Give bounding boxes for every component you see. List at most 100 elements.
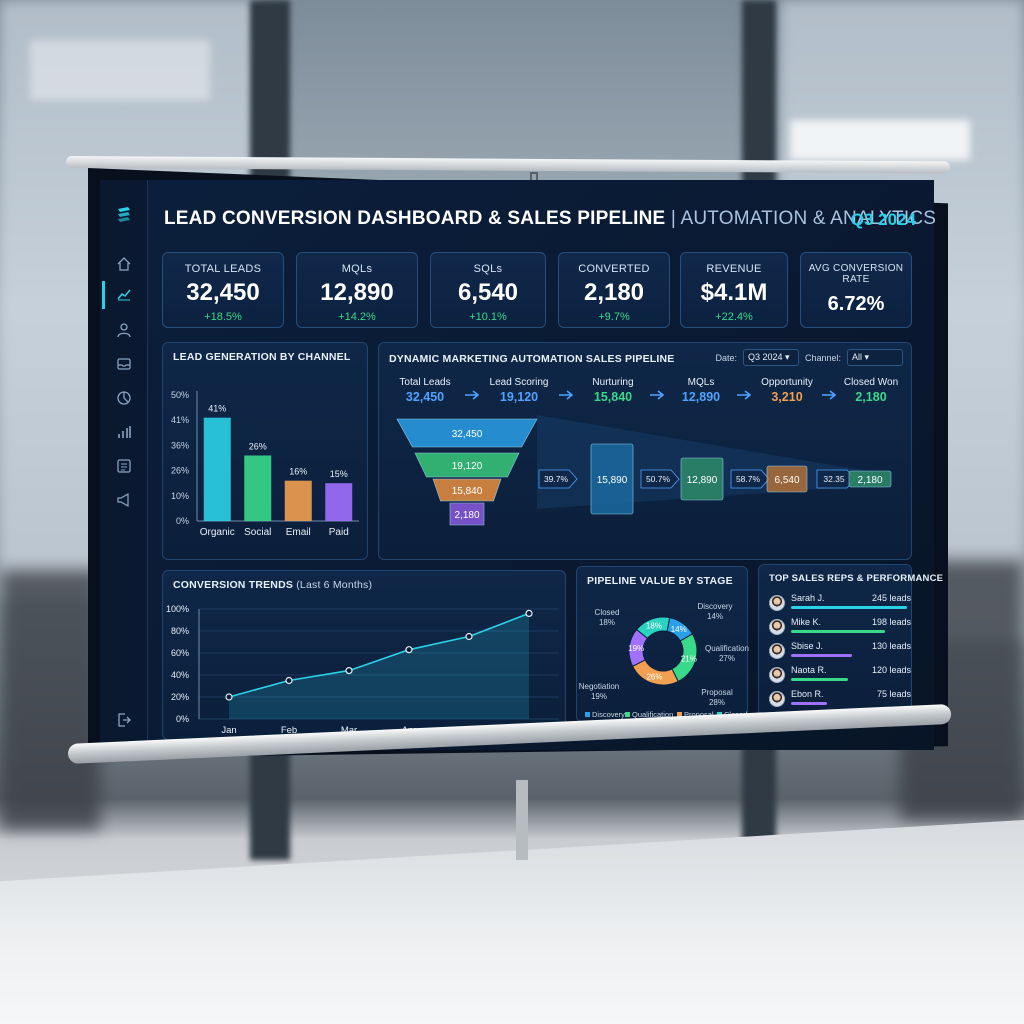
header: LEAD CONVERSION DASHBOARD & SALES PIPELI… bbox=[164, 202, 936, 242]
bar-chart-icon[interactable] bbox=[114, 424, 134, 444]
kpi-value: 32,450 bbox=[186, 279, 260, 306]
pipeline-stage-label: Closed Won bbox=[844, 377, 898, 388]
donut-outer-pct: 27% bbox=[719, 654, 735, 663]
channel-select[interactable]: All ▾ bbox=[847, 349, 903, 366]
megaphone-icon[interactable] bbox=[114, 492, 134, 512]
kpi-label: MQLs bbox=[341, 263, 373, 275]
table-surface bbox=[0, 820, 1024, 1024]
panel-title: TOP SALES REPS & PERFORMANCE bbox=[769, 573, 944, 584]
donut-slice-label: 19% bbox=[628, 644, 644, 653]
rep-row[interactable]: Sbise J. 130 leads bbox=[769, 641, 911, 661]
flow-box bbox=[766, 465, 808, 493]
avatar bbox=[769, 595, 785, 611]
dashboard: LEAD CONVERSION DASHBOARD & SALES PIPELI… bbox=[100, 180, 943, 750]
kpi-mqls[interactable]: MQLs 12,890 +14.2% bbox=[296, 252, 418, 328]
series-line bbox=[228, 612, 530, 698]
inbox-icon[interactable] bbox=[114, 356, 134, 376]
panel-title: LEAD GENERATION BY CHANNEL bbox=[173, 351, 351, 363]
flow-box-value: 2,180 bbox=[857, 475, 882, 486]
data-point bbox=[345, 666, 353, 675]
pipeline-stage-label: Opportunity bbox=[761, 377, 813, 388]
lead-generation-chart: 50% 41% 36% 26% 10% 0% 41% Organic 26% Social 16% E… bbox=[171, 390, 359, 538]
date-select-value: Q3 2024 bbox=[747, 352, 783, 362]
rep-row[interactable]: Naota R. 120 leads bbox=[769, 665, 911, 685]
y-tick-label: 10% bbox=[171, 491, 189, 501]
rep-leads: 120 leads bbox=[871, 665, 911, 675]
sidebar-active-indicator bbox=[102, 281, 105, 309]
donut-slice-label: 21% bbox=[681, 655, 697, 664]
rep-leads: 75 leads bbox=[876, 689, 911, 699]
kpi-total-leads[interactable]: TOTAL LEADS 32,450 +18.5% bbox=[162, 252, 284, 328]
chart-line-icon[interactable] bbox=[114, 286, 134, 306]
rep-row[interactable]: Ebon R. 75 leads bbox=[769, 689, 911, 709]
quarter-label: Q3 2024 bbox=[850, 210, 916, 229]
pipeline-value-chart: 14%21%26%19%18%Discovery14%Qualification… bbox=[579, 602, 749, 719]
donut-outer-label: Negotiation bbox=[579, 682, 619, 691]
y-tick-label: 26% bbox=[171, 466, 189, 476]
pie-chart-icon[interactable] bbox=[114, 390, 134, 410]
bar bbox=[244, 455, 272, 521]
screen-stand bbox=[516, 780, 528, 860]
donut-outer-pct: 28% bbox=[709, 698, 725, 707]
rep-name: Naota R. bbox=[791, 665, 827, 675]
date-filter-label: Date: bbox=[715, 352, 737, 363]
avatar bbox=[769, 667, 785, 683]
bar bbox=[284, 480, 312, 521]
flow-box bbox=[680, 457, 724, 501]
user-icon[interactable] bbox=[114, 322, 134, 342]
area-fill bbox=[229, 613, 529, 719]
legend-swatch bbox=[585, 712, 590, 717]
conversion-trends-chart: 100%80%60%40%20%0%JanFebMarAprMayJun bbox=[166, 604, 559, 736]
rep-row[interactable]: Mike K. 198 leads bbox=[769, 617, 911, 637]
data-point bbox=[285, 676, 293, 685]
pipeline-flow: Total Leads 32,450 Lead Scoring 19,120 Nurtu… bbox=[396, 377, 898, 526]
donut-slice-label: 14% bbox=[671, 625, 687, 634]
conversion-trends-panel: CONVERSION TRENDS (Last 6 Months) 100% 80… bbox=[162, 570, 566, 740]
funnel-stage bbox=[414, 452, 520, 478]
legend-swatch bbox=[625, 712, 630, 717]
kpi-label: SQLs bbox=[473, 263, 503, 275]
logo-icon bbox=[118, 207, 130, 222]
arrow-right-icon bbox=[650, 390, 665, 400]
x-tick-label: Social bbox=[244, 527, 271, 538]
kpi-label: CONVERTED bbox=[578, 263, 650, 275]
donut-slice bbox=[635, 616, 671, 640]
kpi-value: 12,890 bbox=[320, 279, 394, 306]
kpi-change: +22.4% bbox=[715, 311, 753, 323]
y-tick-label: 100% bbox=[166, 604, 189, 614]
funnel-stage-value: 2,180 bbox=[454, 510, 479, 521]
pipeline-panel: DYNAMIC MARKETING AUTOMATION SALES PIPEL… bbox=[378, 342, 912, 560]
x-tick-label: Organic bbox=[200, 527, 235, 538]
flow-rate-label: 39.7% bbox=[544, 474, 569, 484]
channel-select-value: All bbox=[852, 352, 863, 362]
rep-row[interactable]: Sarah J. 245 leads bbox=[769, 593, 911, 613]
channel-filter-label: Channel: bbox=[804, 352, 841, 363]
arrow-right-icon bbox=[737, 390, 752, 400]
kpi-avg-conversion-rate[interactable]: AVG CONVERSION RATE 6.72% bbox=[800, 252, 912, 328]
lead-generation-panel: LEAD GENERATION BY CHANNEL 50% 41% 36% 26% 1… bbox=[162, 342, 368, 560]
kpi-sqls[interactable]: SQLs 6,540 +10.1% bbox=[430, 252, 546, 328]
panel-title-main: CONVERSION TRENDS bbox=[173, 579, 294, 591]
data-point bbox=[405, 646, 413, 654]
legend-label: Qualification bbox=[632, 710, 673, 719]
sidebar bbox=[100, 180, 148, 750]
logout-icon[interactable] bbox=[114, 712, 134, 732]
rep-performance-bar bbox=[791, 678, 848, 681]
pipeline-stage-label: Total Leads bbox=[399, 377, 450, 388]
pipeline-stage-value: 12,890 bbox=[682, 390, 720, 404]
y-tick-label: 41% bbox=[171, 415, 189, 425]
top-sales-reps-panel: TOP SALES REPS & PERFORMANCE Sarah J. 245… bbox=[758, 564, 943, 718]
flow-rate-label: 32.35 bbox=[823, 474, 845, 484]
rep-leads: 130 leads bbox=[871, 641, 911, 651]
rep-name: Ebon R. bbox=[791, 689, 824, 699]
list-icon[interactable] bbox=[114, 458, 134, 478]
x-tick-label: Feb bbox=[281, 725, 297, 736]
kpi-converted[interactable]: CONVERTED 2,180 +9.7% bbox=[558, 252, 670, 328]
bar-value-label: 26% bbox=[249, 441, 267, 451]
home-icon[interactable] bbox=[114, 256, 134, 276]
kpi-revenue[interactable]: REVENUE $4.1M +22.4% bbox=[680, 252, 788, 328]
pipeline-stage-value: 15,840 bbox=[594, 390, 632, 404]
avatar bbox=[769, 691, 785, 707]
panel-title: DYNAMIC MARKETING AUTOMATION SALES PIPEL… bbox=[389, 353, 675, 365]
date-select[interactable]: Q3 2024 ▾ bbox=[742, 349, 799, 366]
